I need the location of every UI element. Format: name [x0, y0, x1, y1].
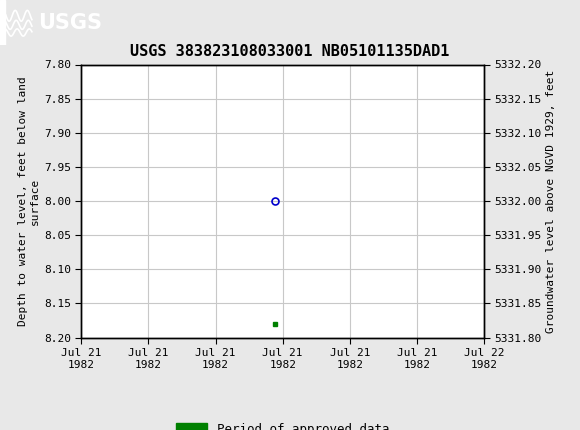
Text: USGS 383823108033001 NB05101135DAD1: USGS 383823108033001 NB05101135DAD1	[130, 44, 450, 59]
Bar	[0, 0, 5, 45]
Text: USGS: USGS	[38, 12, 102, 33]
Y-axis label: Groundwater level above NGVD 1929, feet: Groundwater level above NGVD 1929, feet	[546, 69, 556, 333]
Legend: Period of approved data: Period of approved data	[171, 418, 394, 430]
Y-axis label: Depth to water level, feet below land
surface: Depth to water level, feet below land su…	[18, 76, 39, 326]
